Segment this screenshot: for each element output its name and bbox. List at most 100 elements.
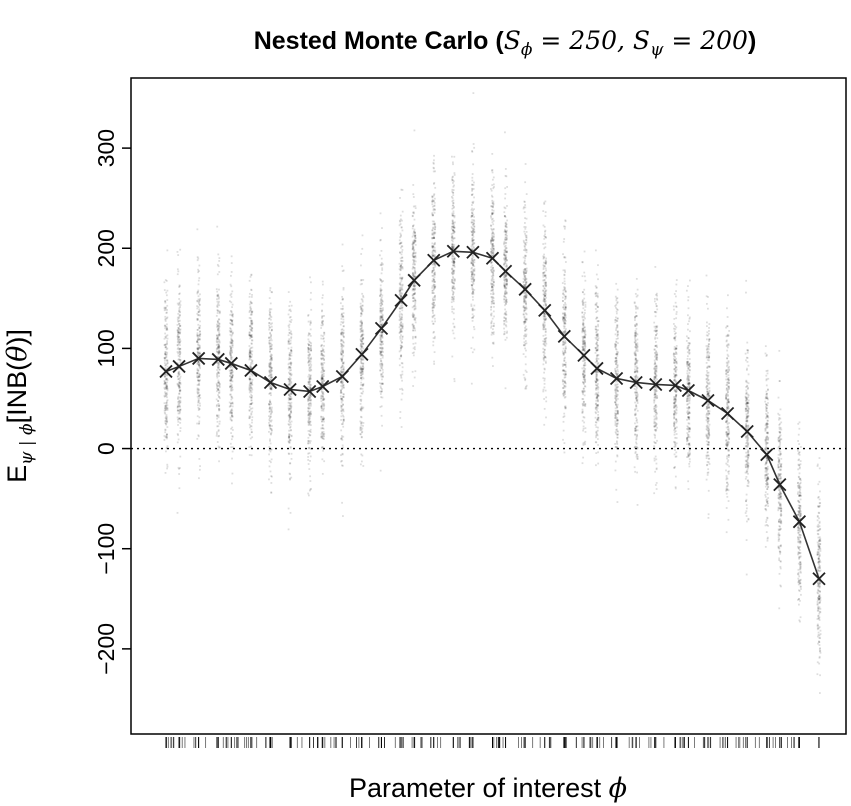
inner-sample (380, 325, 383, 328)
inner-sample (433, 278, 435, 281)
inner-sample (542, 316, 545, 318)
inner-sample (432, 200, 435, 203)
inner-sample (165, 405, 167, 407)
inner-sample (251, 436, 254, 439)
inner-sample (505, 263, 508, 266)
inner-sample (269, 378, 272, 381)
inner-sample (179, 324, 181, 327)
inner-sample (179, 396, 182, 399)
inner-sample (341, 295, 344, 298)
inner-sample (163, 324, 166, 327)
inner-sample (400, 316, 403, 319)
inner-sample (218, 349, 221, 352)
inner-sample (562, 306, 565, 309)
inner-sample (289, 447, 292, 449)
inner-sample (470, 221, 473, 224)
inner-sample (217, 352, 220, 355)
inner-sample (231, 374, 234, 376)
inner-sample (504, 251, 507, 254)
inner-sample (561, 316, 564, 319)
inner-sample (398, 302, 401, 305)
inner-sample (380, 315, 383, 317)
inner-sample (523, 261, 526, 264)
inner-sample (215, 343, 218, 346)
inner-sample (307, 436, 310, 439)
inner-sample (198, 364, 201, 367)
inner-sample (323, 361, 326, 364)
inner-sample (288, 323, 291, 326)
inner-sample (196, 335, 199, 338)
inner-sample (523, 271, 525, 274)
inner-sample (178, 379, 181, 382)
inner-sample (216, 273, 219, 276)
inner-sample (583, 364, 586, 367)
inner-sample (505, 301, 508, 304)
inner-sample (340, 373, 343, 376)
inner-sample (248, 350, 251, 353)
inner-sample (321, 437, 324, 440)
inner-sample (432, 227, 434, 230)
inner-sample (432, 303, 435, 306)
inner-sample (309, 399, 311, 402)
inner-sample (401, 302, 404, 304)
inner-sample (493, 186, 495, 188)
inner-sample (543, 311, 546, 314)
inner-sample (164, 381, 166, 384)
inner-sample (525, 251, 528, 254)
inner-sample (595, 359, 598, 362)
inner-sample (504, 260, 507, 263)
inner-sample (320, 435, 323, 438)
inner-sample (216, 294, 219, 297)
inner-sample (504, 233, 507, 236)
inner-sample (176, 344, 179, 347)
inner-sample (198, 330, 201, 333)
inner-sample (523, 329, 526, 332)
inner-sample (471, 188, 474, 191)
inner-sample (399, 232, 402, 235)
inner-sample (433, 182, 436, 184)
sample-cloud (398, 188, 404, 428)
inner-sample (177, 412, 180, 415)
inner-sample (341, 397, 344, 400)
sample-cloud (196, 228, 202, 480)
inner-sample (413, 228, 416, 231)
inner-sample (218, 366, 221, 369)
inner-sample (473, 280, 475, 282)
inner-sample (323, 435, 325, 438)
inner-sample (492, 242, 494, 245)
inner-sample (178, 351, 181, 354)
inner-sample (198, 422, 200, 425)
inner-sample (542, 279, 545, 282)
inner-sample (290, 401, 293, 404)
inner-sample (179, 421, 182, 424)
inner-sample (229, 410, 232, 413)
inner-sample (321, 321, 323, 324)
inner-sample (525, 272, 527, 275)
inner-sample (491, 213, 493, 216)
inner-sample (490, 227, 493, 230)
inner-sample (400, 279, 403, 282)
inner-sample (413, 308, 416, 311)
inner-sample (165, 401, 168, 404)
inner-sample (178, 385, 181, 387)
inner-sample (561, 350, 564, 353)
inner-sample (340, 353, 343, 356)
inner-sample (412, 273, 415, 276)
inner-sample (471, 243, 474, 246)
inner-sample (434, 264, 436, 267)
inner-sample (563, 286, 566, 289)
inner-sample (431, 229, 434, 232)
inner-sample (562, 341, 564, 344)
inner-sample (198, 334, 201, 337)
inner-sample (431, 220, 434, 223)
inner-sample (360, 368, 363, 371)
inner-sample (250, 302, 253, 305)
inner-sample (217, 343, 220, 346)
inner-sample (470, 271, 473, 273)
inner-sample (581, 311, 584, 314)
inner-sample (597, 417, 600, 419)
inner-sample (165, 392, 167, 395)
inner-sample (401, 249, 404, 251)
inner-sample (582, 372, 585, 375)
inner-sample (249, 380, 252, 383)
